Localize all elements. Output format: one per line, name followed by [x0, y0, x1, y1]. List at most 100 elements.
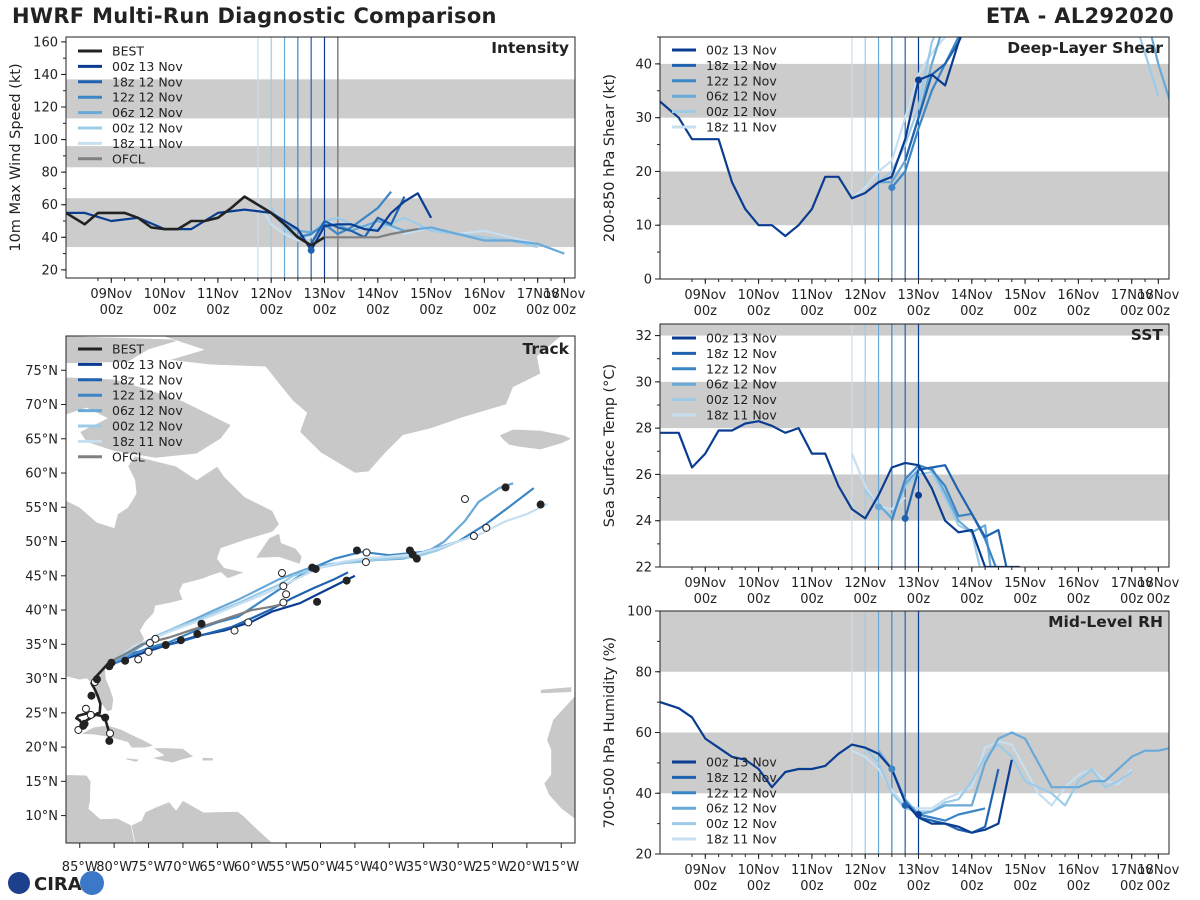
track-position-filled-dot: [161, 640, 170, 649]
track-position-filled-dot: [352, 546, 361, 555]
shear-series-00z-12-nov: [864, 37, 1160, 194]
south-america-north: [130, 800, 314, 843]
rh-ytick-label: 40: [635, 787, 652, 802]
sst-ytick-label: 28: [635, 422, 652, 437]
newfoundland: [255, 532, 303, 565]
shear-xtick-date: 11Nov: [791, 288, 833, 303]
rh-marker-00z-13-nov: [914, 811, 922, 819]
rh-plot-area: [660, 611, 1169, 854]
rh-series-06z-12-nov: [877, 731, 1169, 816]
track-position-filled-dot: [408, 550, 417, 559]
track-ytick-label: 10°N: [25, 809, 58, 824]
track-ytick-label: 35°N: [25, 638, 58, 653]
shear-xtick-hour: 00z: [747, 304, 771, 319]
intensity-ytick-label: 20: [41, 263, 58, 278]
track-panel-title: Track: [523, 340, 570, 358]
track-position-open-dot: [482, 523, 491, 532]
track-xtick-label: 40°W: [371, 860, 407, 875]
intensity-legend-label-best: BEST: [112, 44, 144, 59]
track-legend-label-00z-12-nov: 00z 12 Nov: [112, 419, 183, 434]
shear-series-12z-12-nov: [890, 37, 960, 189]
sst-legend-label-06z-12-nov: 06z 12 Nov: [706, 377, 777, 392]
track-xtick-label: 65°W: [199, 860, 235, 875]
intensity-series-12z-12-nov: [297, 191, 392, 239]
rh-xtick-hour: 00z: [1120, 879, 1144, 894]
track-xtick-label: 80°W: [96, 860, 132, 875]
rh-shaded-band: [660, 611, 1169, 672]
track-ytick-label: 15°N: [25, 775, 58, 790]
intensity-xtick-date: 12Nov: [250, 287, 292, 302]
sst-xtick-hour: 00z: [854, 592, 878, 607]
shear-marker-12z-12-nov: [888, 184, 896, 192]
rh-xtick-hour: 00z: [747, 879, 771, 894]
track-ytick-label: 45°N: [25, 569, 58, 584]
rh-panel-title: Mid-Level RH: [1048, 613, 1163, 631]
track-position-open-dot: [279, 582, 288, 591]
track-position-filled-dot: [105, 736, 114, 745]
track-map-area: [66, 336, 575, 843]
sst-xtick-date: 17Nov: [1111, 576, 1153, 591]
rh-ytick-label: 80: [635, 665, 652, 680]
sst-xtick-date: 09Nov: [684, 576, 726, 591]
sst-panel: 22242628303209Nov00z10Nov00z11Nov00z12No…: [602, 323, 1180, 607]
rh-series-18z-11-nov: [851, 740, 1133, 810]
track-position-open-dot: [279, 598, 288, 607]
cira-logo: CIRA: [8, 871, 104, 895]
track-xtick-label: 70°W: [165, 860, 201, 875]
intensity-ytick-label: 120: [33, 101, 58, 116]
shear-panel: 01020304009Nov00z10Nov00z11Nov00z12Nov00…: [602, 36, 1180, 319]
intensity-plot-area: [66, 37, 575, 278]
arctic-islands: [66, 336, 183, 364]
sst-series-18z-12-nov: [904, 464, 1008, 567]
track-legend-label-ofcl: OFCL: [112, 449, 145, 464]
rh-xtick-date: 17Nov: [1111, 863, 1153, 878]
shear-xtick-hour: 00z: [694, 304, 718, 319]
intensity-xtick-date: 11Nov: [197, 287, 239, 302]
intensity-legend-label-18z-12-nov: 18z 12 Nov: [112, 74, 183, 89]
rh-xtick-hour: 00z: [1067, 879, 1091, 894]
shear-xtick-date: 15Nov: [1004, 288, 1046, 303]
rh-xtick-date: 12Nov: [844, 863, 886, 878]
rh-xtick-date: 10Nov: [738, 863, 780, 878]
rh-ytick-label: 20: [635, 848, 652, 863]
intensity-marker-18z-12-nov: [307, 246, 315, 254]
rh-series-00z-12-nov: [864, 743, 1133, 813]
track-position-open-dot: [362, 548, 371, 557]
track-legend-label-06z-12-nov: 06z 12 Nov: [112, 403, 183, 418]
intensity-xtick-hour: 00z: [526, 303, 550, 318]
rh-xtick-hour: 00z: [694, 879, 718, 894]
rh-marker-12z-12-nov: [888, 765, 896, 773]
rh-xtick-hour: 00z: [800, 879, 824, 894]
sst-ytick-label: 30: [635, 375, 652, 390]
greenland: [162, 336, 562, 474]
track-position-open-dot: [361, 558, 370, 567]
track-position-filled-dot: [501, 483, 510, 492]
track-position-filled-dot: [536, 500, 545, 509]
sst-xtick-hour: 00z: [1013, 592, 1037, 607]
track-xtick-label: 45°W: [337, 860, 373, 875]
track-ytick-label: 40°N: [25, 604, 58, 619]
track-position-filled-dot: [311, 564, 320, 573]
rh-legend-label-18z-12-nov: 18z 12 Nov: [706, 770, 777, 785]
track-xtick-label: 15°W: [543, 860, 579, 875]
rh-xtick-hour: 00z: [907, 879, 931, 894]
rh-ytick-label: 100: [627, 605, 652, 620]
track-position-open-dot: [145, 638, 154, 647]
track-position-filled-dot: [121, 656, 130, 665]
sst-legend-label-18z-11-nov: 18z 11 Nov: [706, 408, 777, 423]
intensity-panel-title: Intensity: [491, 39, 569, 57]
intensity-ytick-label: 60: [41, 198, 58, 213]
sst-panel-title: SST: [1131, 326, 1164, 344]
track-position-open-dot: [230, 626, 239, 635]
shear-xtick-hour: 00z: [960, 304, 984, 319]
iceland: [498, 428, 573, 451]
rh-y-axis-label: 700-500 hPa Humidity (%): [602, 637, 618, 828]
track-ytick-label: 70°N: [25, 398, 58, 413]
globe-icon: [8, 872, 30, 894]
intensity-legend-label-12z-12-nov: 12z 12 Nov: [112, 90, 183, 105]
intensity-legend-label-00z-12-nov: 00z 12 Nov: [112, 121, 183, 136]
intensity-xtick-hour: 00z: [313, 303, 337, 318]
track-legend-label-12z-12-nov: 12z 12 Nov: [112, 388, 183, 403]
intensity-xtick-date: 14Nov: [357, 287, 399, 302]
sst-shaded-band: [660, 381, 1169, 429]
